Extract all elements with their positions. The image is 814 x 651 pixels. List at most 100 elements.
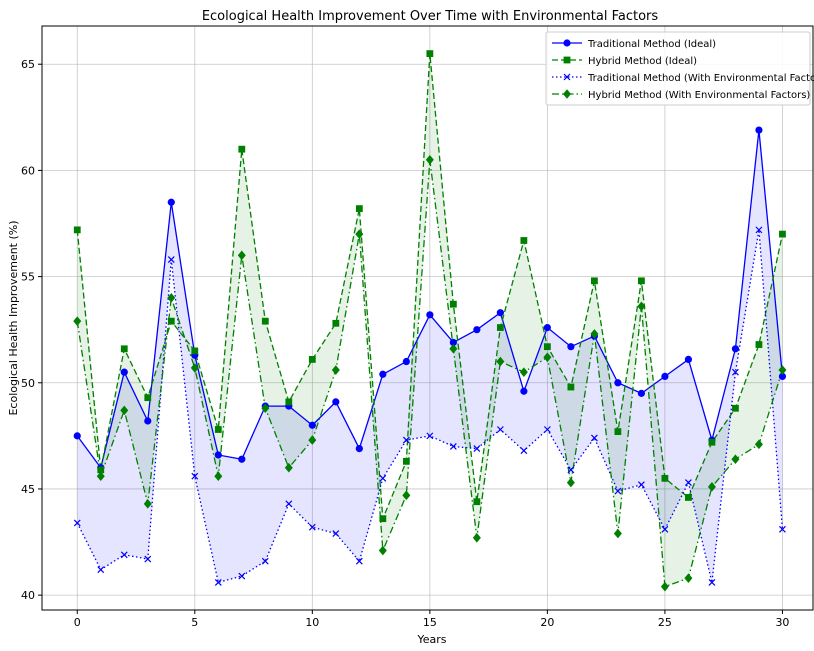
data-point-s4 (143, 499, 152, 509)
data-point-s3 (238, 572, 246, 580)
data-point-s3 (332, 530, 340, 537)
data-point-s4 (214, 471, 223, 482)
y-tick-label: 65 (21, 58, 35, 71)
data-point-s4 (167, 293, 176, 303)
data-point-s1 (637, 389, 646, 397)
data-point-s3 (449, 443, 457, 450)
series-markers (73, 50, 787, 592)
data-point-s1 (731, 345, 740, 353)
data-point-s3 (426, 432, 434, 440)
data-point-s3 (73, 519, 81, 527)
data-point-s1 (214, 451, 222, 459)
data-point-s1 (520, 387, 528, 395)
data-point-s2 (779, 230, 786, 238)
data-point-s4 (96, 471, 105, 482)
data-point-s1 (167, 198, 175, 206)
chart-title: Ecological Health Improvement Over Time … (202, 9, 659, 24)
data-point-s2 (708, 438, 716, 446)
data-point-s2 (638, 277, 645, 285)
x-tick-label: 0 (74, 616, 81, 629)
legend-marker-1 (563, 39, 571, 47)
data-point-s1 (120, 368, 128, 376)
data-point-s2 (661, 474, 669, 482)
x-tick-label: 10 (305, 616, 319, 629)
data-point-s1 (238, 455, 246, 463)
data-point-s4 (637, 301, 646, 312)
data-point-s2 (167, 317, 175, 325)
data-point-s4 (402, 490, 411, 501)
data-point-s3 (191, 472, 199, 480)
data-point-s1 (73, 432, 81, 440)
data-point-s3 (614, 487, 622, 495)
data-point-s4 (190, 363, 199, 373)
data-point-s3 (473, 445, 481, 453)
data-point-s2 (120, 345, 128, 353)
data-point-s1 (684, 355, 693, 364)
data-point-s4 (566, 477, 575, 488)
legend-label-4: Hybrid Method (With Environmental Factor… (588, 90, 810, 101)
data-point-s2 (543, 343, 551, 351)
data-point-s3 (779, 525, 786, 533)
y-tick-label: 55 (21, 271, 35, 284)
data-point-s3 (402, 436, 410, 444)
data-point-s4 (73, 316, 82, 326)
data-point-s4 (613, 528, 622, 539)
data-point-s4 (449, 343, 458, 354)
data-point-s4 (237, 250, 246, 261)
legend-marker-2 (563, 56, 571, 64)
x-tick-label: 15 (423, 616, 437, 629)
legend-marker-4 (563, 89, 571, 99)
data-point-s4 (731, 454, 740, 465)
data-point-s1 (355, 445, 363, 453)
data-point-s3 (167, 256, 175, 264)
data-point-s1 (308, 421, 316, 429)
data-point-s4 (519, 367, 528, 377)
data-point-s2 (426, 50, 434, 58)
data-point-s3 (355, 557, 363, 565)
data-point-s1 (567, 343, 575, 351)
data-point-s3 (684, 479, 692, 487)
data-point-s2 (261, 317, 269, 325)
data-point-s4 (378, 545, 387, 556)
data-point-s4 (707, 482, 716, 492)
data-point-s4 (308, 435, 317, 445)
data-point-s3 (261, 557, 269, 565)
data-point-s1 (755, 126, 763, 134)
data-point-s4 (331, 365, 340, 375)
data-point-s1 (449, 338, 457, 347)
data-point-s2 (308, 356, 316, 363)
data-point-s3 (496, 426, 504, 433)
data-point-s1 (496, 309, 504, 317)
y-tick-label: 60 (21, 164, 35, 177)
data-point-s4 (284, 462, 293, 473)
data-point-s4 (754, 439, 763, 450)
data-point-s4 (261, 403, 270, 414)
data-point-s1 (402, 357, 410, 366)
data-point-s2 (496, 324, 504, 331)
data-point-s1 (543, 323, 551, 332)
data-point-s4 (120, 405, 129, 416)
data-point-s1 (778, 372, 787, 380)
data-point-s3 (590, 434, 598, 442)
x-tick-label: 25 (658, 616, 672, 629)
x-tick-label: 20 (540, 616, 554, 629)
y-tick-label: 50 (21, 377, 35, 390)
data-point-s3 (144, 555, 152, 563)
data-point-s1 (473, 326, 481, 334)
data-point-s2 (590, 277, 598, 285)
x-tick-label: 30 (775, 616, 789, 629)
data-point-s4 (778, 365, 787, 375)
data-point-s4 (543, 352, 552, 363)
data-point-s3 (379, 474, 387, 482)
data-point-s4 (496, 356, 505, 367)
data-point-s1 (661, 372, 669, 380)
data-point-s3 (732, 368, 739, 376)
legend-label-1: Traditional Method (Ideal) (587, 39, 716, 50)
data-point-s2 (520, 237, 528, 244)
data-point-s3 (567, 466, 575, 474)
data-point-s4 (684, 573, 693, 583)
legend-label-3: Traditional Method (With Environmental F… (587, 73, 814, 84)
data-point-s2 (332, 319, 340, 327)
data-point-s3 (755, 226, 763, 234)
